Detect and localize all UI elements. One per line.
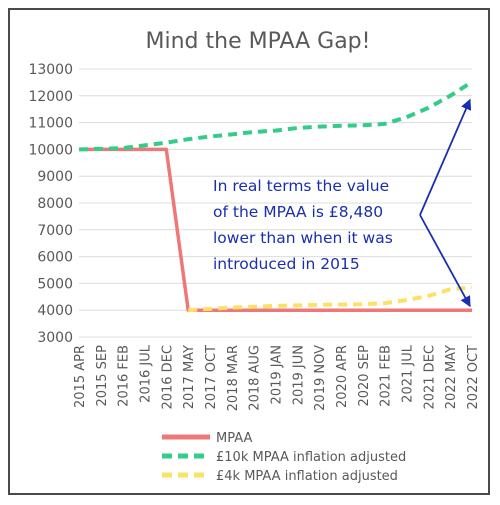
y-tick-label: 12000 bbox=[28, 89, 73, 105]
legend-label: £10k MPAA inflation adjusted bbox=[216, 450, 406, 465]
chart-frame: Mind the MPAA Gap! 3000 4000 5000 6000 7000 8… bbox=[8, 8, 490, 495]
y-tick-label: 11000 bbox=[28, 116, 73, 132]
y-tick-label: 7000 bbox=[37, 223, 73, 239]
annotation: In real terms the value of the MPAA is £8… bbox=[213, 98, 472, 308]
x-tick-label: 2018 MAR bbox=[226, 345, 241, 411]
x-tick-label: 2015 APR bbox=[73, 345, 88, 408]
y-tick-label: 9000 bbox=[37, 169, 73, 185]
x-tick-label: 2019 JUN bbox=[291, 345, 306, 405]
annotation-arrow bbox=[419, 214, 471, 308]
x-tick-label: 2016 FEB bbox=[117, 345, 132, 407]
x-tick-label: 2020 APR bbox=[335, 345, 350, 408]
annotation-line: of the MPAA is £8,480 bbox=[213, 203, 383, 221]
y-tick-label: 10000 bbox=[28, 142, 73, 158]
x-tick-label: 2017 MAY bbox=[182, 345, 197, 409]
x-tick-label: 2022 MAY bbox=[444, 345, 459, 409]
annotation-line: lower than when it was bbox=[213, 229, 393, 247]
x-tick-label: 2019 NOV bbox=[313, 345, 328, 411]
series-line-3 bbox=[188, 285, 473, 313]
gridlines bbox=[79, 68, 472, 338]
x-tick-label: 2021 DEC bbox=[422, 345, 437, 410]
y-axis: 3000 4000 5000 6000 7000 8000 9000 10000 11000 12… bbox=[28, 62, 73, 346]
annotation-line: In real terms the value bbox=[213, 177, 389, 195]
y-tick-label: 4000 bbox=[37, 303, 73, 319]
x-axis: 2015 APR 2015 SEP 2016 FEB 2016 JUL 2016 DEC… bbox=[73, 344, 481, 411]
legend-label: MPAA bbox=[216, 431, 252, 446]
y-tick-label: 13000 bbox=[28, 62, 73, 78]
x-tick-label: 2019 JAN bbox=[270, 345, 285, 404]
x-tick-label: 2018 AUG bbox=[248, 345, 263, 411]
x-tick-label: 2021 FEB bbox=[379, 345, 394, 407]
annotation-line: introduced in 2015 bbox=[213, 255, 360, 273]
chart-svg: Mind the MPAA Gap! 3000 4000 5000 6000 7000 8… bbox=[28, 29, 481, 484]
annotation-arrow bbox=[419, 98, 472, 216]
x-tick-label: 2015 SEP bbox=[95, 345, 110, 407]
legend-label: £4k MPAA inflation adjusted bbox=[216, 469, 398, 484]
legend: MPAA £10k MPAA inflation adjusted £4k MPAA… bbox=[162, 431, 406, 484]
y-tick-label: 8000 bbox=[37, 196, 73, 212]
x-tick-label: 2022 OCT bbox=[466, 345, 481, 410]
chart-title: Mind the MPAA Gap! bbox=[146, 29, 371, 54]
y-tick-label: 3000 bbox=[37, 330, 73, 346]
x-tick-label: 2021 JUL bbox=[401, 344, 416, 403]
y-tick-label: 6000 bbox=[37, 250, 73, 266]
x-tick-label: 2017 OCT bbox=[204, 345, 219, 410]
x-tick-label: 2016 DEC bbox=[160, 345, 175, 410]
series-line-2 bbox=[78, 80, 474, 152]
x-tick-label: 2020 SEP bbox=[357, 345, 372, 407]
series-line-1 bbox=[79, 147, 472, 312]
series-lines bbox=[78, 80, 474, 313]
y-tick-label: 5000 bbox=[37, 276, 73, 292]
x-tick-label: 2016 JUL bbox=[139, 344, 154, 403]
